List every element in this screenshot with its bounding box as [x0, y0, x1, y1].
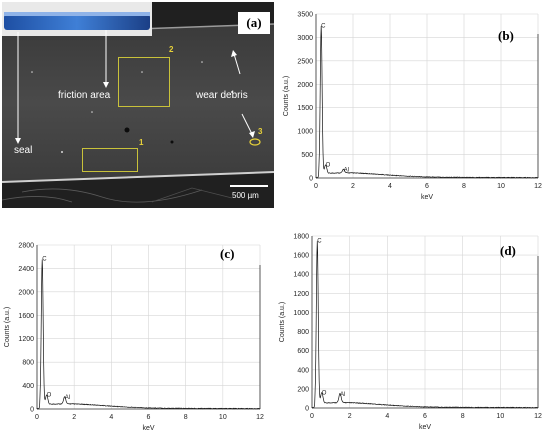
y-tick-label: 2400 [18, 266, 34, 273]
y-tick-label: 1500 [297, 105, 313, 112]
peak-label-o: O [326, 163, 331, 169]
y-tick-label: 1000 [293, 310, 309, 317]
y-tick-label: 800 [297, 329, 309, 336]
panel-label: (c) [220, 246, 234, 261]
y-tick-label: 1400 [293, 272, 309, 279]
peak-label-al: Al [340, 392, 345, 398]
y-tick-label: 200 [297, 386, 309, 393]
region-label-3: 3 [258, 127, 262, 136]
y-tick-label: 500 [301, 152, 313, 159]
y-tick-label: 800 [22, 360, 34, 367]
friction-area-label: friction area [58, 90, 110, 101]
x-tick-label: 12 [534, 183, 542, 190]
peak-label-o: O [322, 390, 327, 396]
x-tick-label: 8 [462, 183, 466, 190]
seal-label: seal [14, 145, 32, 156]
panel-label-a: (a) [238, 12, 270, 34]
x-tick-label: 4 [109, 414, 113, 421]
x-tick-label: 6 [423, 413, 427, 420]
x-tick-label: 4 [385, 413, 389, 420]
scale-bar-label: 500 µm [232, 191, 259, 200]
x-tick-label: 0 [310, 413, 314, 420]
peak-label-al: Al [344, 167, 349, 173]
x-axis-label: keV [419, 424, 431, 431]
peak-label-c: C [321, 23, 326, 29]
eds-spectrum-b: 0 2 4 6 8 10 12 0 500 1000 1500 2000 2500 3000 3500 keV… [276, 0, 550, 212]
y-tick-label: 1600 [18, 313, 34, 320]
y-tick-label: 2000 [18, 289, 34, 296]
x-tick-label: 8 [184, 414, 188, 421]
y-tick-label: 1600 [293, 253, 309, 260]
x-tick-label: 0 [35, 414, 39, 421]
peak-label-o: O [47, 393, 52, 399]
y-tick-label: 1200 [293, 291, 309, 298]
region-box-2 [118, 57, 170, 107]
region-box-1 [82, 148, 138, 172]
y-tick-label: 1200 [18, 336, 34, 343]
panel-label: (d) [500, 243, 516, 258]
x-tick-label: 6 [147, 414, 151, 421]
x-tick-label: 2 [72, 414, 76, 421]
x-tick-label: 6 [425, 183, 429, 190]
region-label-2: 2 [169, 45, 173, 54]
x-tick-label: 2 [348, 413, 352, 420]
x-tick-label: 2 [351, 183, 355, 190]
y-tick-label: 3000 [297, 35, 313, 42]
x-tick-label: 10 [497, 183, 505, 190]
sem-micrograph-panel: 2 1 3 friction area wear debris seal 500… [2, 2, 274, 208]
x-tick-label: 12 [256, 414, 264, 421]
y-tick-label: 600 [297, 348, 309, 355]
y-tick-label: 2500 [297, 58, 313, 65]
x-tick-label: 12 [534, 413, 542, 420]
y-axis-label: Counts (a.u.) [279, 302, 286, 342]
y-axis-label: Counts (a.u.) [283, 76, 290, 116]
y-tick-label: 400 [297, 367, 309, 374]
panel-label: (b) [498, 28, 514, 43]
x-tick-label: 4 [388, 183, 392, 190]
x-tick-label: 0 [314, 183, 318, 190]
y-axis-label: Counts (a.u.) [4, 307, 11, 347]
y-tick-label: 2800 [18, 243, 34, 250]
y-tick-label: 0 [309, 176, 313, 183]
y-tick-label: 400 [22, 383, 34, 390]
y-tick-label: 3500 [297, 12, 313, 19]
wear-debris-label: wear debris [196, 90, 248, 101]
eds-spectrum-c: 0 2 4 6 8 10 12 0 400 800 1200 1600 2000 2400 2800 keV C… [0, 230, 274, 436]
x-tick-label: 10 [496, 413, 504, 420]
x-axis-label: keV [142, 425, 154, 432]
x-axis-label: keV [421, 194, 433, 201]
y-tick-label: 0 [30, 407, 34, 414]
eds-spectrum-d: 0 2 4 6 8 10 12 0 200 400 600 800 1000 1200 1400 1600 18… [276, 226, 550, 436]
peak-label-c: C [42, 257, 47, 263]
y-tick-label: 2000 [297, 82, 313, 89]
x-tick-label: 8 [461, 413, 465, 420]
x-tick-label: 10 [219, 414, 227, 421]
peak-label-c: C [317, 239, 322, 245]
peak-label-al: Al [65, 395, 70, 401]
region-label-1: 1 [139, 138, 143, 147]
y-tick-label: 0 [305, 406, 309, 413]
y-tick-label: 1000 [297, 129, 313, 136]
y-tick-label: 1800 [293, 234, 309, 241]
